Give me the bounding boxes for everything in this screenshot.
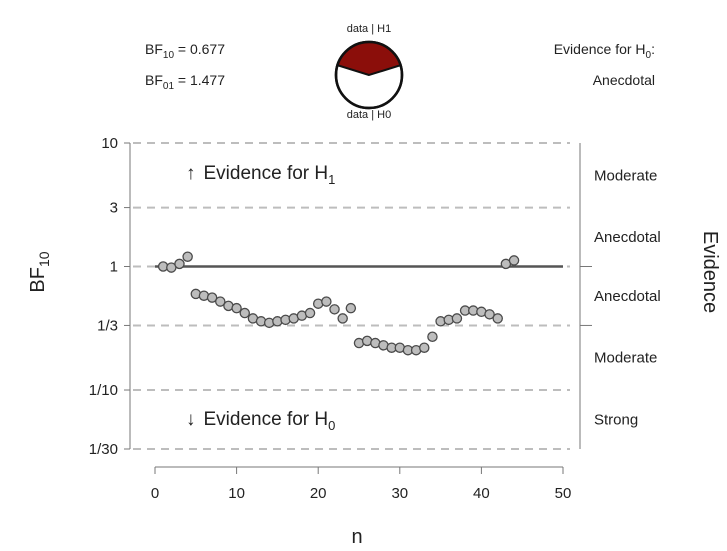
evidence-title: Evidence for H0: xyxy=(554,41,655,61)
data-point xyxy=(484,309,495,320)
evidence-band-label: Anecdotal xyxy=(594,288,661,305)
y-tick-label: 1/30 xyxy=(89,441,118,458)
data-point xyxy=(215,296,226,307)
data-point xyxy=(492,313,503,324)
data-point xyxy=(329,304,340,315)
data-point xyxy=(174,258,185,270)
data-point xyxy=(239,307,251,319)
data-points xyxy=(157,251,520,356)
data-point xyxy=(231,302,242,314)
evidence-band-label: Moderate xyxy=(594,167,657,184)
evidence-band-label: Anecdotal xyxy=(594,229,661,246)
data-point xyxy=(321,296,332,307)
x-tick-label: 20 xyxy=(310,485,327,502)
data-point xyxy=(206,292,218,303)
header: BF10 = 0.677 BF01 = 1.477 data | H1 data… xyxy=(145,23,655,121)
evidence-band-label: Moderate xyxy=(594,350,657,367)
x-tick-label: 50 xyxy=(555,485,572,502)
right-axis-title: Evidence xyxy=(699,231,721,313)
evidence-band-label: Strong xyxy=(594,412,638,429)
y-tick-label: 1/3 xyxy=(97,317,118,334)
x-tick-label: 40 xyxy=(473,485,490,502)
pie-outline xyxy=(334,40,404,110)
h1-evidence-annotation: ↑ Evidence for H1 xyxy=(186,163,335,187)
data-point xyxy=(451,313,463,324)
y-tick-label: 1/10 xyxy=(89,382,118,399)
x-axis-title: n xyxy=(351,526,362,548)
data-point xyxy=(182,251,193,262)
evidence-value: Anecdotal xyxy=(593,72,655,88)
h0-evidence-annotation: ↓ Evidence for H0 xyxy=(186,409,335,433)
left-axis: 10 3 1 1/3 1/10 1/30 xyxy=(89,135,131,458)
y-tick-label: 3 xyxy=(110,200,118,217)
bottom-axis: 0 10 20 30 40 50 xyxy=(151,466,572,502)
y-tick-label: 10 xyxy=(101,135,118,152)
bf10-text: BF10 = 0.677 xyxy=(145,41,225,61)
data-point xyxy=(419,342,430,353)
data-point xyxy=(427,331,438,342)
x-tick-label: 0 xyxy=(151,485,159,502)
x-tick-label: 30 xyxy=(391,485,408,502)
y-tick-label: 1 xyxy=(110,259,118,276)
y-axis-title: BF10 xyxy=(27,251,52,292)
data-point xyxy=(304,307,316,319)
pie-bottom-label: data | H0 xyxy=(347,109,391,121)
x-tick-label: 10 xyxy=(228,485,245,502)
pie-top-label: data | H1 xyxy=(347,23,391,35)
data-point xyxy=(345,302,357,314)
probability-wheel xyxy=(334,40,404,110)
bf01-text: BF01 = 1.477 xyxy=(145,72,225,92)
data-point xyxy=(337,313,348,324)
data-point xyxy=(508,255,520,266)
right-axis: Moderate Anecdotal Anecdotal Moderate Strong xyxy=(579,143,661,449)
